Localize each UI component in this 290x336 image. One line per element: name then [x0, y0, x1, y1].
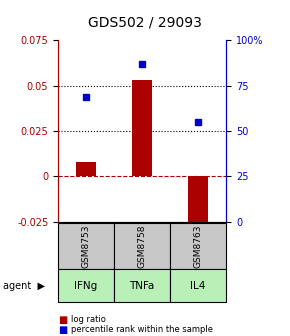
- Bar: [76, 162, 96, 176]
- Text: percentile rank within the sample: percentile rank within the sample: [71, 326, 213, 334]
- Text: ■: ■: [58, 315, 67, 325]
- Text: log ratio: log ratio: [71, 316, 106, 324]
- Text: agent  ▶: agent ▶: [3, 281, 45, 291]
- Bar: [188, 176, 208, 231]
- Text: IFNg: IFNg: [75, 281, 98, 291]
- Text: TNFa: TNFa: [129, 281, 155, 291]
- Bar: [132, 80, 152, 176]
- Text: ■: ■: [58, 325, 67, 335]
- Text: IL4: IL4: [191, 281, 206, 291]
- Text: GSM8758: GSM8758: [137, 224, 147, 268]
- Text: GSM8753: GSM8753: [81, 224, 90, 268]
- Text: GSM8763: GSM8763: [194, 224, 203, 268]
- Text: GDS502 / 29093: GDS502 / 29093: [88, 15, 202, 29]
